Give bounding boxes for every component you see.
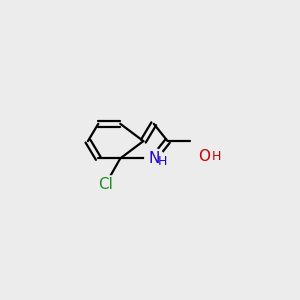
Text: O: O — [199, 148, 211, 164]
Text: H: H — [212, 150, 221, 163]
Text: N: N — [148, 151, 159, 166]
Text: H: H — [158, 155, 167, 168]
Text: Cl: Cl — [98, 178, 113, 193]
